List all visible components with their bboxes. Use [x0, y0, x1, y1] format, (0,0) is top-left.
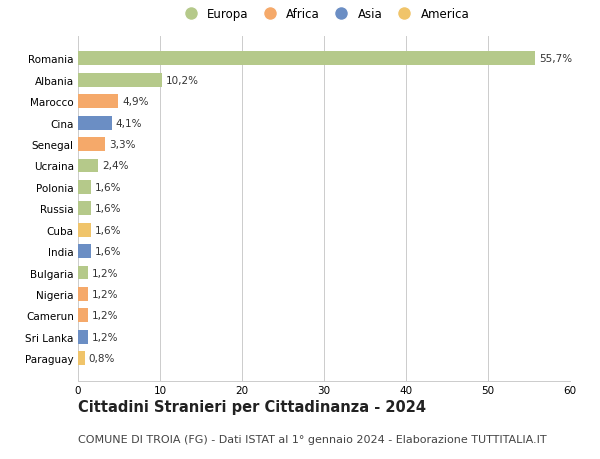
Text: 3,3%: 3,3%	[109, 140, 136, 150]
Text: 0,8%: 0,8%	[89, 353, 115, 364]
Text: 1,6%: 1,6%	[95, 183, 122, 192]
Text: 1,6%: 1,6%	[95, 204, 122, 214]
Bar	[78, 138, 105, 152]
Text: 10,2%: 10,2%	[166, 76, 199, 86]
Bar	[78, 266, 88, 280]
Text: 4,9%: 4,9%	[122, 97, 149, 107]
Bar	[78, 352, 85, 365]
Bar	[78, 180, 91, 195]
Bar	[78, 95, 118, 109]
Text: 1,2%: 1,2%	[92, 332, 118, 342]
Bar	[78, 52, 535, 66]
Text: COMUNE DI TROIA (FG) - Dati ISTAT al 1° gennaio 2024 - Elaborazione TUTTITALIA.I: COMUNE DI TROIA (FG) - Dati ISTAT al 1° …	[78, 434, 547, 444]
Text: Cittadini Stranieri per Cittadinanza - 2024: Cittadini Stranieri per Cittadinanza - 2…	[78, 399, 426, 414]
Bar	[78, 223, 91, 237]
Text: 2,4%: 2,4%	[102, 161, 128, 171]
Text: 4,1%: 4,1%	[116, 118, 142, 129]
Bar	[78, 74, 161, 88]
Bar	[78, 245, 91, 258]
Text: 1,6%: 1,6%	[95, 225, 122, 235]
Text: 1,2%: 1,2%	[92, 268, 118, 278]
Bar	[78, 117, 112, 130]
Bar	[78, 309, 88, 323]
Bar	[78, 287, 88, 301]
Legend: Europa, Africa, Asia, America: Europa, Africa, Asia, America	[174, 3, 474, 25]
Text: 1,6%: 1,6%	[95, 246, 122, 257]
Text: 1,2%: 1,2%	[92, 311, 118, 321]
Bar	[78, 202, 91, 216]
Bar	[78, 159, 98, 173]
Bar	[78, 330, 88, 344]
Text: 55,7%: 55,7%	[539, 54, 572, 64]
Text: 1,2%: 1,2%	[92, 289, 118, 299]
